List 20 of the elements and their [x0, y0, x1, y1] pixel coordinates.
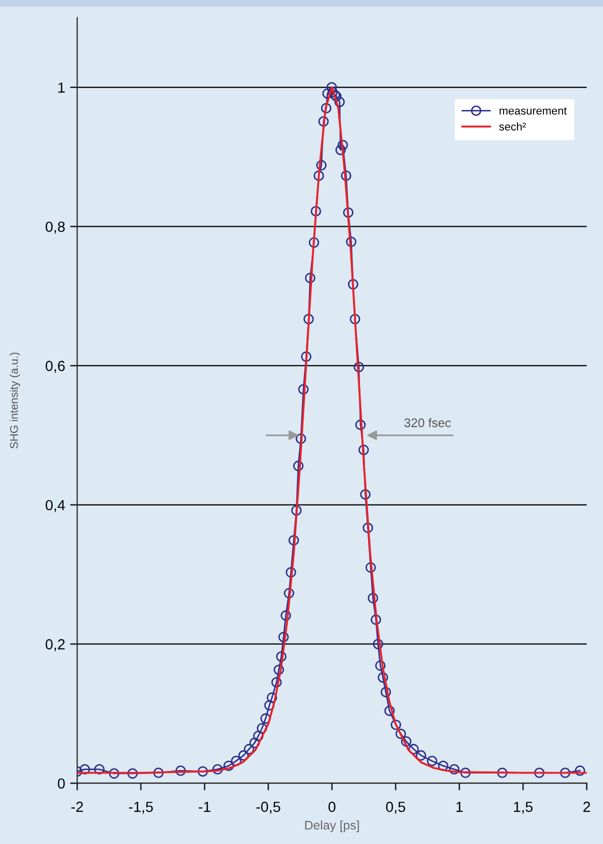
x-tick-label: 0,5	[386, 802, 406, 814]
x-tick-label: -1,5	[128, 802, 153, 814]
y-tick-label: 0,2	[46, 639, 65, 652]
x-tick-label: -1	[198, 802, 210, 812]
x-tick-label: 1	[456, 802, 463, 812]
y-axis-title: SHG intensity (a.u.)	[10, 352, 20, 448]
y-tick-label: 0,4	[46, 500, 65, 512]
x-tick-label: 0	[328, 802, 336, 812]
x-tick-label: -2	[71, 802, 83, 812]
x-tick-label: 2	[583, 802, 590, 812]
y-tick-label: 0,8	[46, 222, 65, 234]
y-tick-label: 0,6	[46, 360, 65, 373]
legend-label: measurement	[500, 107, 567, 115]
x-tick-label: 1,5	[514, 802, 533, 814]
annotation: 320 fsec	[404, 418, 451, 428]
x-tick-label: -0,5	[256, 802, 280, 814]
y-tick-label: 0	[58, 778, 65, 789]
y-tick-label: 1	[58, 82, 65, 93]
x-axis-title: Delay [ps]	[305, 820, 359, 832]
legend-label: sech²	[499, 122, 526, 131]
